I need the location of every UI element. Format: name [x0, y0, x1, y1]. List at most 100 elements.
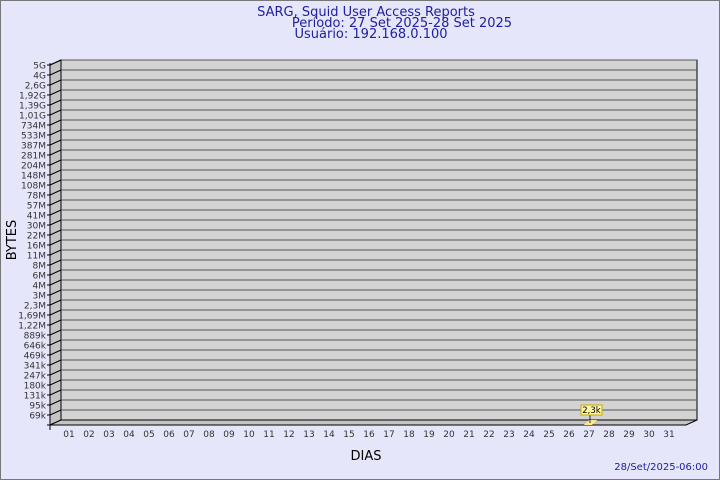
x-tick-label: 01: [63, 430, 74, 440]
x-tick-label: 21: [463, 430, 474, 440]
y-tick-slant: [49, 399, 62, 406]
y-tick-label: 281M: [21, 152, 46, 162]
footer-timestamp: 28/Set/2025-06:00: [614, 462, 708, 473]
y-tick-label: 1,69M: [18, 312, 46, 322]
x-tick-label: 25: [543, 430, 554, 440]
bar-label: 2,3k: [582, 406, 601, 416]
y-tick-label: 131k: [24, 392, 47, 402]
y-tick-label: 4M: [33, 282, 47, 292]
y-tick-label: 533M: [21, 132, 46, 142]
y-tick-slant: [49, 109, 62, 116]
x-tick-label: 08: [203, 430, 215, 440]
x-tick-label: 14: [323, 430, 335, 440]
x-tick-label: 28: [603, 430, 615, 440]
y-tick-slant: [49, 229, 62, 236]
y-tick-label: 3M: [33, 292, 47, 302]
x-tick-label: 19: [423, 430, 435, 440]
y-tick-slant: [49, 129, 62, 136]
x-tick-label: 02: [83, 430, 94, 440]
plot-floor: [49, 419, 698, 426]
y-tick-slant: [49, 189, 62, 196]
x-tick-label: 06: [163, 430, 175, 440]
y-axis-label: BYTES: [5, 220, 20, 261]
y-tick-label: 247k: [24, 372, 47, 382]
x-tick-label: 09: [223, 430, 235, 440]
y-tick-label: 889k: [24, 332, 47, 342]
y-tick-label: 11M: [27, 252, 46, 262]
y-tick-slant: [49, 339, 62, 346]
y-tick-label: 6M: [33, 272, 47, 282]
y-tick-label: 1,92G: [19, 92, 46, 102]
y-tick-label: 95k: [29, 402, 46, 412]
x-tick-label: 18: [403, 430, 415, 440]
y-tick-slant: [49, 239, 62, 246]
x-axis-label: DIAS: [351, 449, 382, 464]
y-tick-slant: [49, 279, 62, 286]
y-tick-slant: [49, 79, 62, 86]
y-tick-slant: [49, 59, 62, 66]
y-tick-slant: [49, 99, 62, 106]
y-tick-label: 1,01G: [19, 112, 46, 122]
x-tick-label: 10: [243, 430, 255, 440]
y-tick-slant: [49, 359, 62, 366]
y-tick-label: 22M: [27, 232, 46, 242]
y-tick-label: 1,22M: [18, 322, 46, 332]
y-tick-slant: [49, 319, 62, 326]
y-tick-label: 646k: [24, 342, 47, 352]
x-tick-label: 13: [303, 430, 314, 440]
y-tick-label: 387M: [21, 142, 46, 152]
y-tick-label: 469k: [24, 352, 47, 362]
x-tick-label: 30: [643, 430, 655, 440]
y-tick-slant: [49, 289, 62, 296]
x-tick-label: 05: [143, 430, 154, 440]
y-tick-label: 30M: [27, 222, 46, 232]
y-tick-slant: [49, 299, 62, 306]
bar-label-box: [580, 404, 603, 416]
chart-title: SARG, Squid User Access Reports: [257, 5, 475, 20]
y-tick-label: 41M: [27, 212, 46, 222]
y-tick-label: 16M: [27, 242, 46, 252]
y-tick-label: 2,3M: [24, 302, 46, 312]
y-tick-slant: [49, 89, 62, 96]
y-tick-slant: [49, 379, 62, 386]
y-tick-slant: [49, 369, 62, 376]
y-tick-slant: [49, 209, 62, 216]
y-tick-slant: [49, 199, 62, 206]
y-tick-slant: [49, 159, 62, 166]
y-tick-label: 108M: [21, 182, 46, 192]
y-tick-slant: [49, 259, 62, 266]
chart-user: Usuário: 192.168.0.100: [294, 27, 447, 42]
x-tick-label: 12: [283, 430, 294, 440]
y-tick-slant: [49, 119, 62, 126]
y-tick-label: 2,6G: [25, 82, 46, 92]
y-tick-label: 341k: [24, 362, 47, 372]
y-tick-slant: [49, 139, 62, 146]
x-tick-label: 23: [503, 430, 514, 440]
y-tick-slant: [49, 269, 62, 276]
y-tick-label: 5G: [33, 62, 46, 72]
y-tick-label: 180k: [24, 382, 47, 392]
y-tick-label: 78M: [27, 192, 46, 202]
y-tick-slant: [49, 69, 62, 76]
x-tick-label: 03: [103, 430, 114, 440]
x-tick-label: 15: [343, 430, 354, 440]
y-tick-slant: [49, 389, 62, 396]
y-tick-label: 4G: [33, 72, 46, 82]
y-tick-label: 204M: [21, 162, 46, 172]
y-tick-slant: [49, 349, 62, 356]
bar: [584, 420, 597, 425]
x-tick-label: 04: [123, 430, 135, 440]
y-tick-slant: [49, 169, 62, 176]
y-tick-label: 734M: [21, 122, 46, 132]
x-tick-label: 17: [383, 430, 394, 440]
y-tick-label: 1,39G: [19, 102, 46, 112]
y-tick-label: 57M: [27, 202, 46, 212]
x-tick-label: 26: [563, 430, 575, 440]
y-tick-slant: [49, 409, 62, 416]
x-tick-label: 27: [583, 430, 594, 440]
x-tick-label: 24: [523, 430, 535, 440]
x-tick-label: 07: [183, 430, 194, 440]
y-tick-slant: [49, 219, 62, 226]
y-tick-label: 69k: [29, 412, 46, 422]
y-tick-slant: [49, 149, 62, 156]
